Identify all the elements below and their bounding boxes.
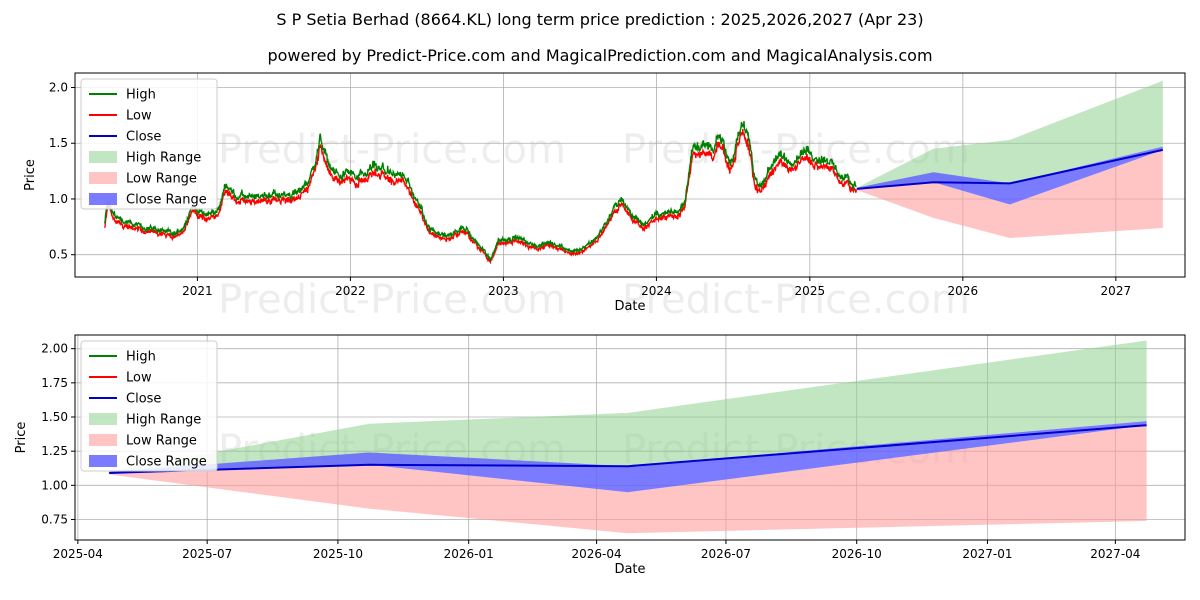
axes-frame	[74, 334, 1186, 541]
y-tick-label: 1.25	[41, 444, 68, 458]
x-tick-label: 2025	[795, 284, 826, 298]
x-tick-label: 2027-01	[962, 547, 1012, 561]
legend-label: High Range	[126, 151, 201, 166]
x-tick-label: 2026-04	[572, 547, 622, 561]
x-tick-label: 2025-07	[182, 547, 232, 561]
high-range-band	[109, 340, 1147, 472]
legend: High Low Close High Range Low Range Close Ran…	[80, 340, 218, 472]
y-axis-label: Price	[14, 422, 29, 454]
low-range-band	[109, 425, 1147, 534]
x-tick-label: 2021	[182, 284, 213, 298]
legend-label: Low Range	[126, 434, 197, 449]
legend-label: High Range	[126, 413, 201, 428]
chart-title: S P Setia Berhad (8664.KL) long term pri…	[276, 10, 924, 29]
legend-swatch	[89, 434, 117, 446]
legend-label: Low	[126, 371, 152, 386]
x-axis-ticks: 2025-04 2025-07 2025-10 2026-01 2026-04 2026-…	[53, 540, 1140, 561]
legend-label: Close	[126, 392, 161, 407]
legend-swatch	[89, 455, 117, 467]
axes-frame	[74, 72, 1186, 278]
legend-label: Close Range	[126, 455, 207, 470]
x-tick-label: 2025-04	[53, 547, 103, 561]
legend-label: High	[126, 88, 156, 103]
y-tick-label: 1.5	[49, 136, 68, 150]
legend-label: Low Range	[126, 172, 197, 187]
x-tick-label: 2026-07	[701, 547, 751, 561]
x-tick-label: 2024	[641, 284, 672, 298]
legend-label: Low	[126, 109, 152, 124]
x-tick-label: 2022	[335, 284, 366, 298]
x-tick-label: 2023	[488, 284, 519, 298]
watermark: Predict-Price.com Predict-Price.com Predic…	[218, 127, 970, 323]
x-axis-label: Date	[614, 299, 645, 314]
y-tick-label: 1.0	[49, 192, 68, 206]
legend-label: Close	[126, 130, 161, 145]
watermark-text: Predict-Price.com	[218, 277, 566, 323]
x-tick-label: 2026-10	[832, 547, 882, 561]
close-range-band	[856, 146, 1163, 205]
legend: High Low Close High Range Low Range Close Ran…	[80, 78, 218, 210]
x-tick-label: 2027	[1101, 284, 1132, 298]
y-tick-label: 0.75	[41, 513, 68, 527]
x-tick-label: 2026-01	[444, 547, 494, 561]
x-axis-label: Date	[614, 562, 645, 577]
x-tick-label: 2027-04	[1090, 547, 1140, 561]
plot-area	[109, 340, 1147, 534]
panel-1: Predict-Price.com Predict-Price.com Predic…	[23, 72, 1186, 323]
low-range-band	[856, 149, 1163, 238]
high-line	[104, 120, 857, 263]
legend-swatch	[89, 151, 117, 163]
high-range-band	[856, 80, 1163, 188]
y-axis-ticks: 0.75 1.00 1.25 1.50 1.75 2.00	[41, 342, 75, 527]
y-tick-label: 1.00	[41, 478, 68, 492]
y-tick-label: 2.00	[41, 342, 68, 356]
legend-swatch	[89, 413, 117, 425]
panel-2: Predict-Price.comPredict-Price.com2025-0…	[14, 334, 1186, 577]
low-line	[104, 128, 858, 265]
legend-label: Close Range	[126, 193, 207, 208]
legend-label: High	[126, 350, 156, 365]
close-forecast-line	[856, 148, 1164, 190]
close-range-band	[109, 421, 1147, 493]
y-axis-ticks: 0.5 1.0 1.5 2.0	[49, 80, 75, 262]
x-tick-label: 2025-10	[313, 547, 363, 561]
chart-subtitle: powered by Predict-Price.com and Magical…	[267, 46, 933, 65]
y-tick-label: 0.5	[49, 248, 68, 262]
plot-area	[104, 80, 1164, 265]
y-tick-label: 1.50	[41, 410, 68, 424]
x-axis-ticks: 2021 2022 2023 2024 2025 2026 2027	[182, 277, 1131, 298]
y-axis-label: Price	[23, 159, 38, 191]
close-forecast-line	[109, 424, 1147, 474]
y-tick-label: 2.0	[49, 80, 68, 94]
legend-swatch	[89, 172, 117, 184]
watermark-text: Predict-Price.com	[218, 127, 566, 173]
y-tick-label: 1.75	[41, 376, 68, 390]
x-tick-label: 2026	[948, 284, 979, 298]
watermark-text: Predict-Price.com	[622, 277, 970, 323]
legend-swatch	[89, 193, 117, 205]
